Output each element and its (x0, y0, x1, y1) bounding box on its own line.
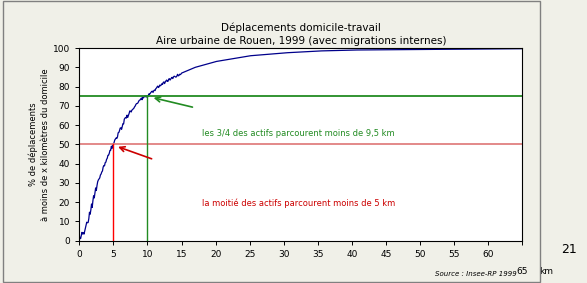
Title: Déplacements domicile-travail
Aire urbaine de Rouen, 1999 (avec migrations inter: Déplacements domicile-travail Aire urbai… (156, 22, 446, 46)
Y-axis label: % de déplacements
à moins de x kilomètres du domicile: % de déplacements à moins de x kilomètre… (29, 68, 50, 221)
Text: Source : Insee-RP 1999: Source : Insee-RP 1999 (435, 271, 517, 277)
Text: les 3/4 des actifs parcourent moins de 9,5 km: les 3/4 des actifs parcourent moins de 9… (202, 129, 394, 138)
Text: 21: 21 (562, 243, 577, 256)
Text: km: km (539, 267, 554, 276)
Text: la moitié des actifs parcourent moins de 5 km: la moitié des actifs parcourent moins de… (202, 198, 395, 208)
Text: 65: 65 (517, 267, 528, 276)
